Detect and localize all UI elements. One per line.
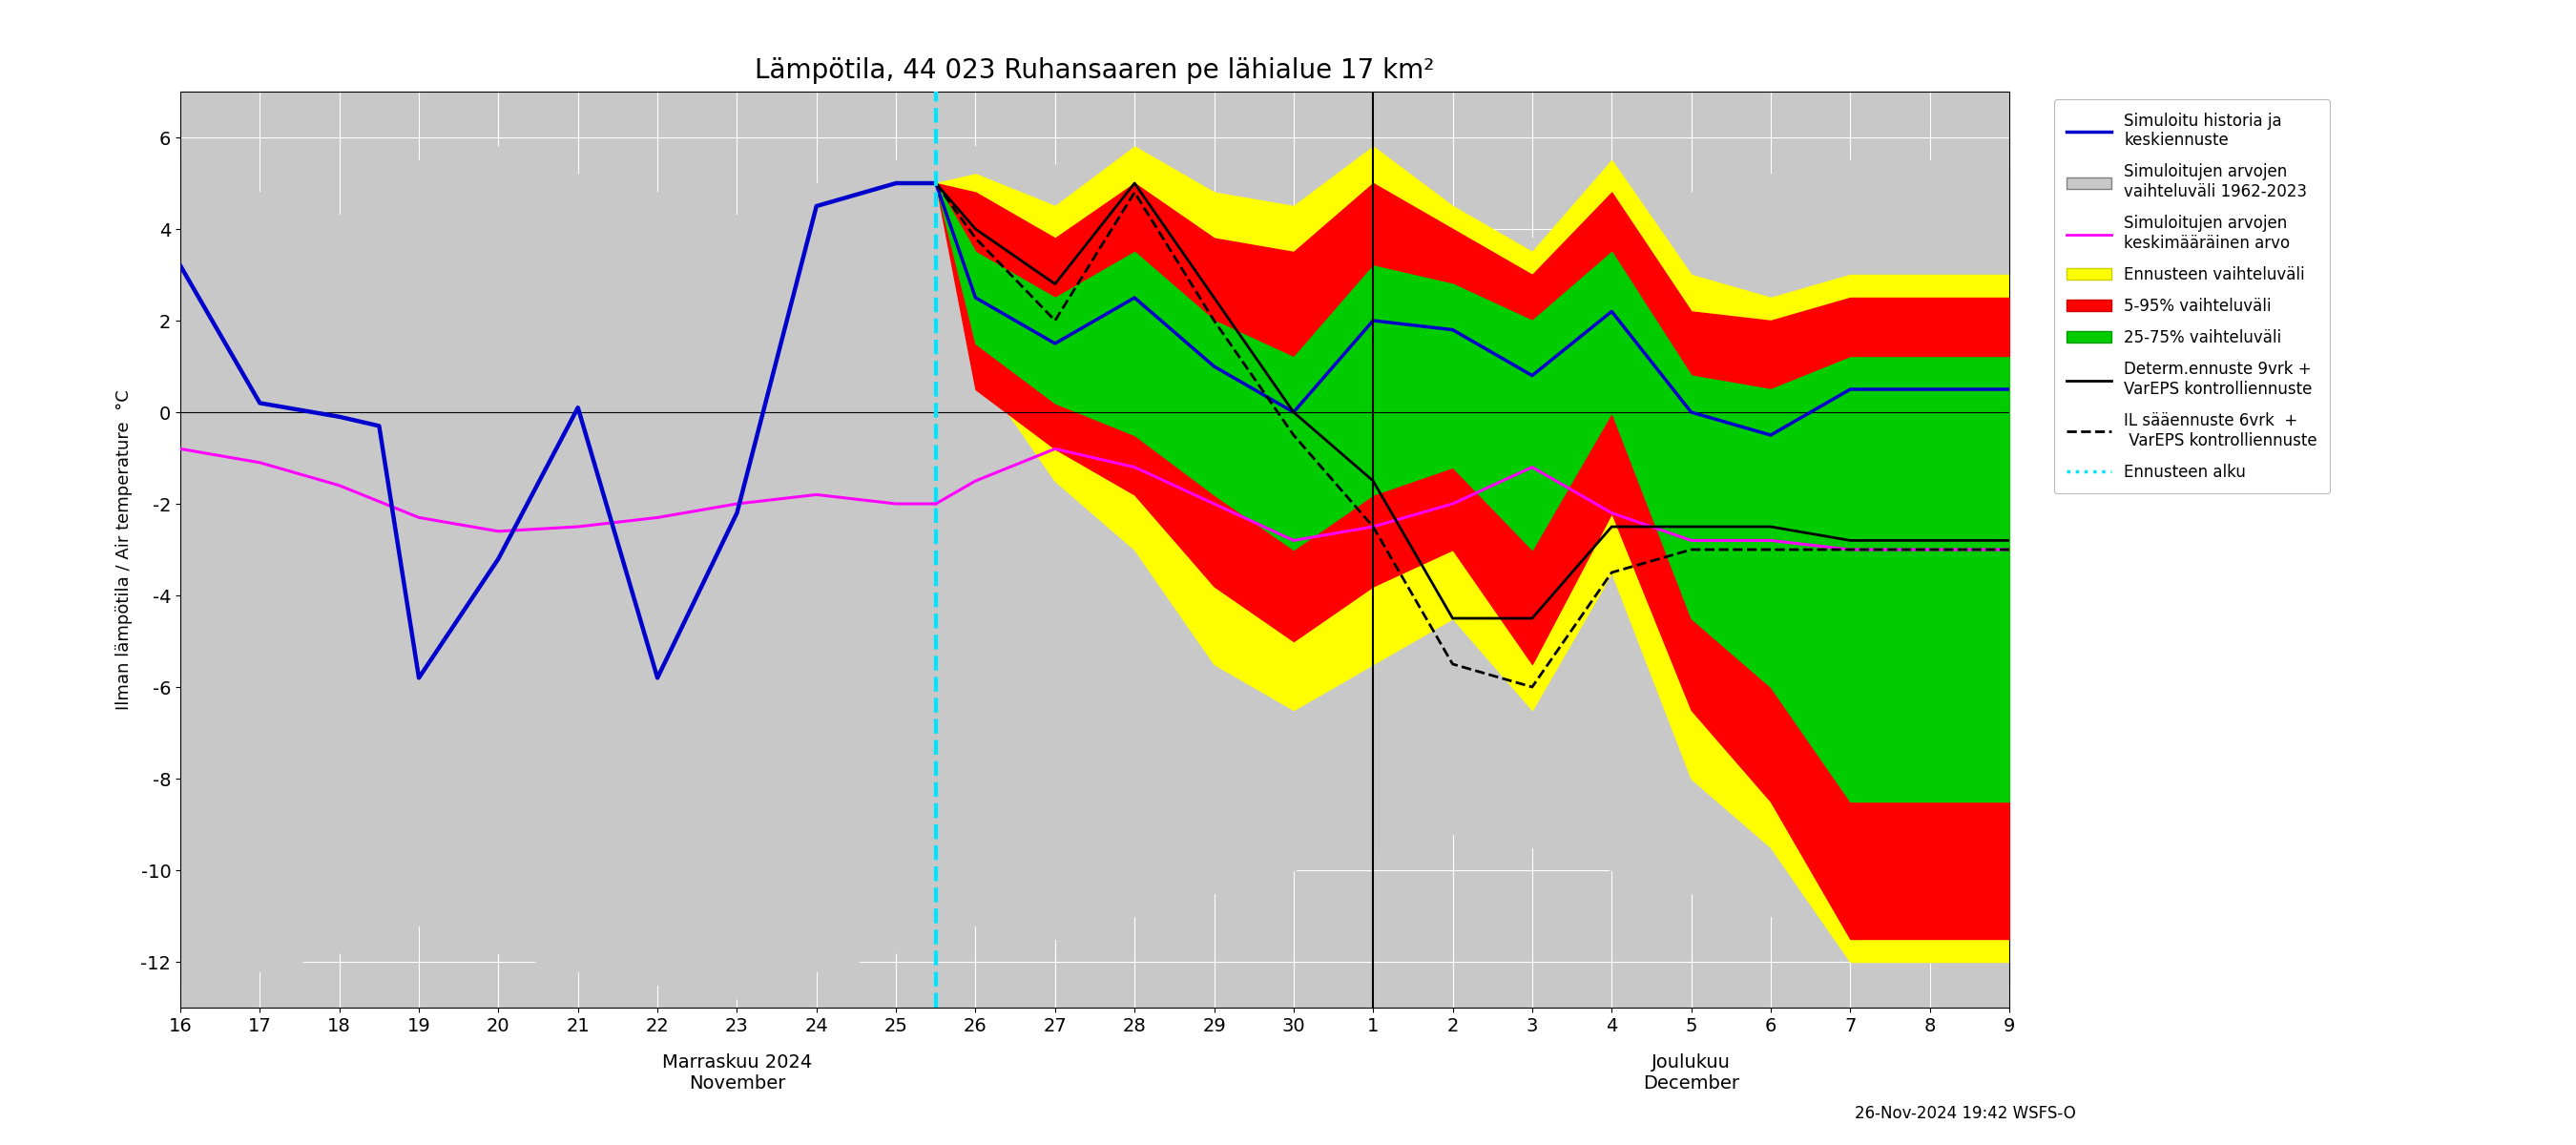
Legend: Simuloitu historia ja
keskiennuste, Simuloitujen arvojen
vaihteluväli 1962-2023,: Simuloitu historia ja keskiennuste, Simu… (2053, 100, 2329, 493)
Text: Joulukuu
December: Joulukuu December (1643, 1053, 1739, 1092)
Text: Marraskuu 2024
November: Marraskuu 2024 November (662, 1053, 811, 1092)
Text: 26-Nov-2024 19:42 WSFS-O: 26-Nov-2024 19:42 WSFS-O (1855, 1105, 2076, 1122)
Y-axis label: Ilman lämpötila / Air temperature  °C: Ilman lämpötila / Air temperature °C (116, 389, 134, 710)
Title: Lämpötila, 44 023 Ruhansaaren pe lähialue 17 km²: Lämpötila, 44 023 Ruhansaaren pe lähialu… (755, 57, 1435, 84)
